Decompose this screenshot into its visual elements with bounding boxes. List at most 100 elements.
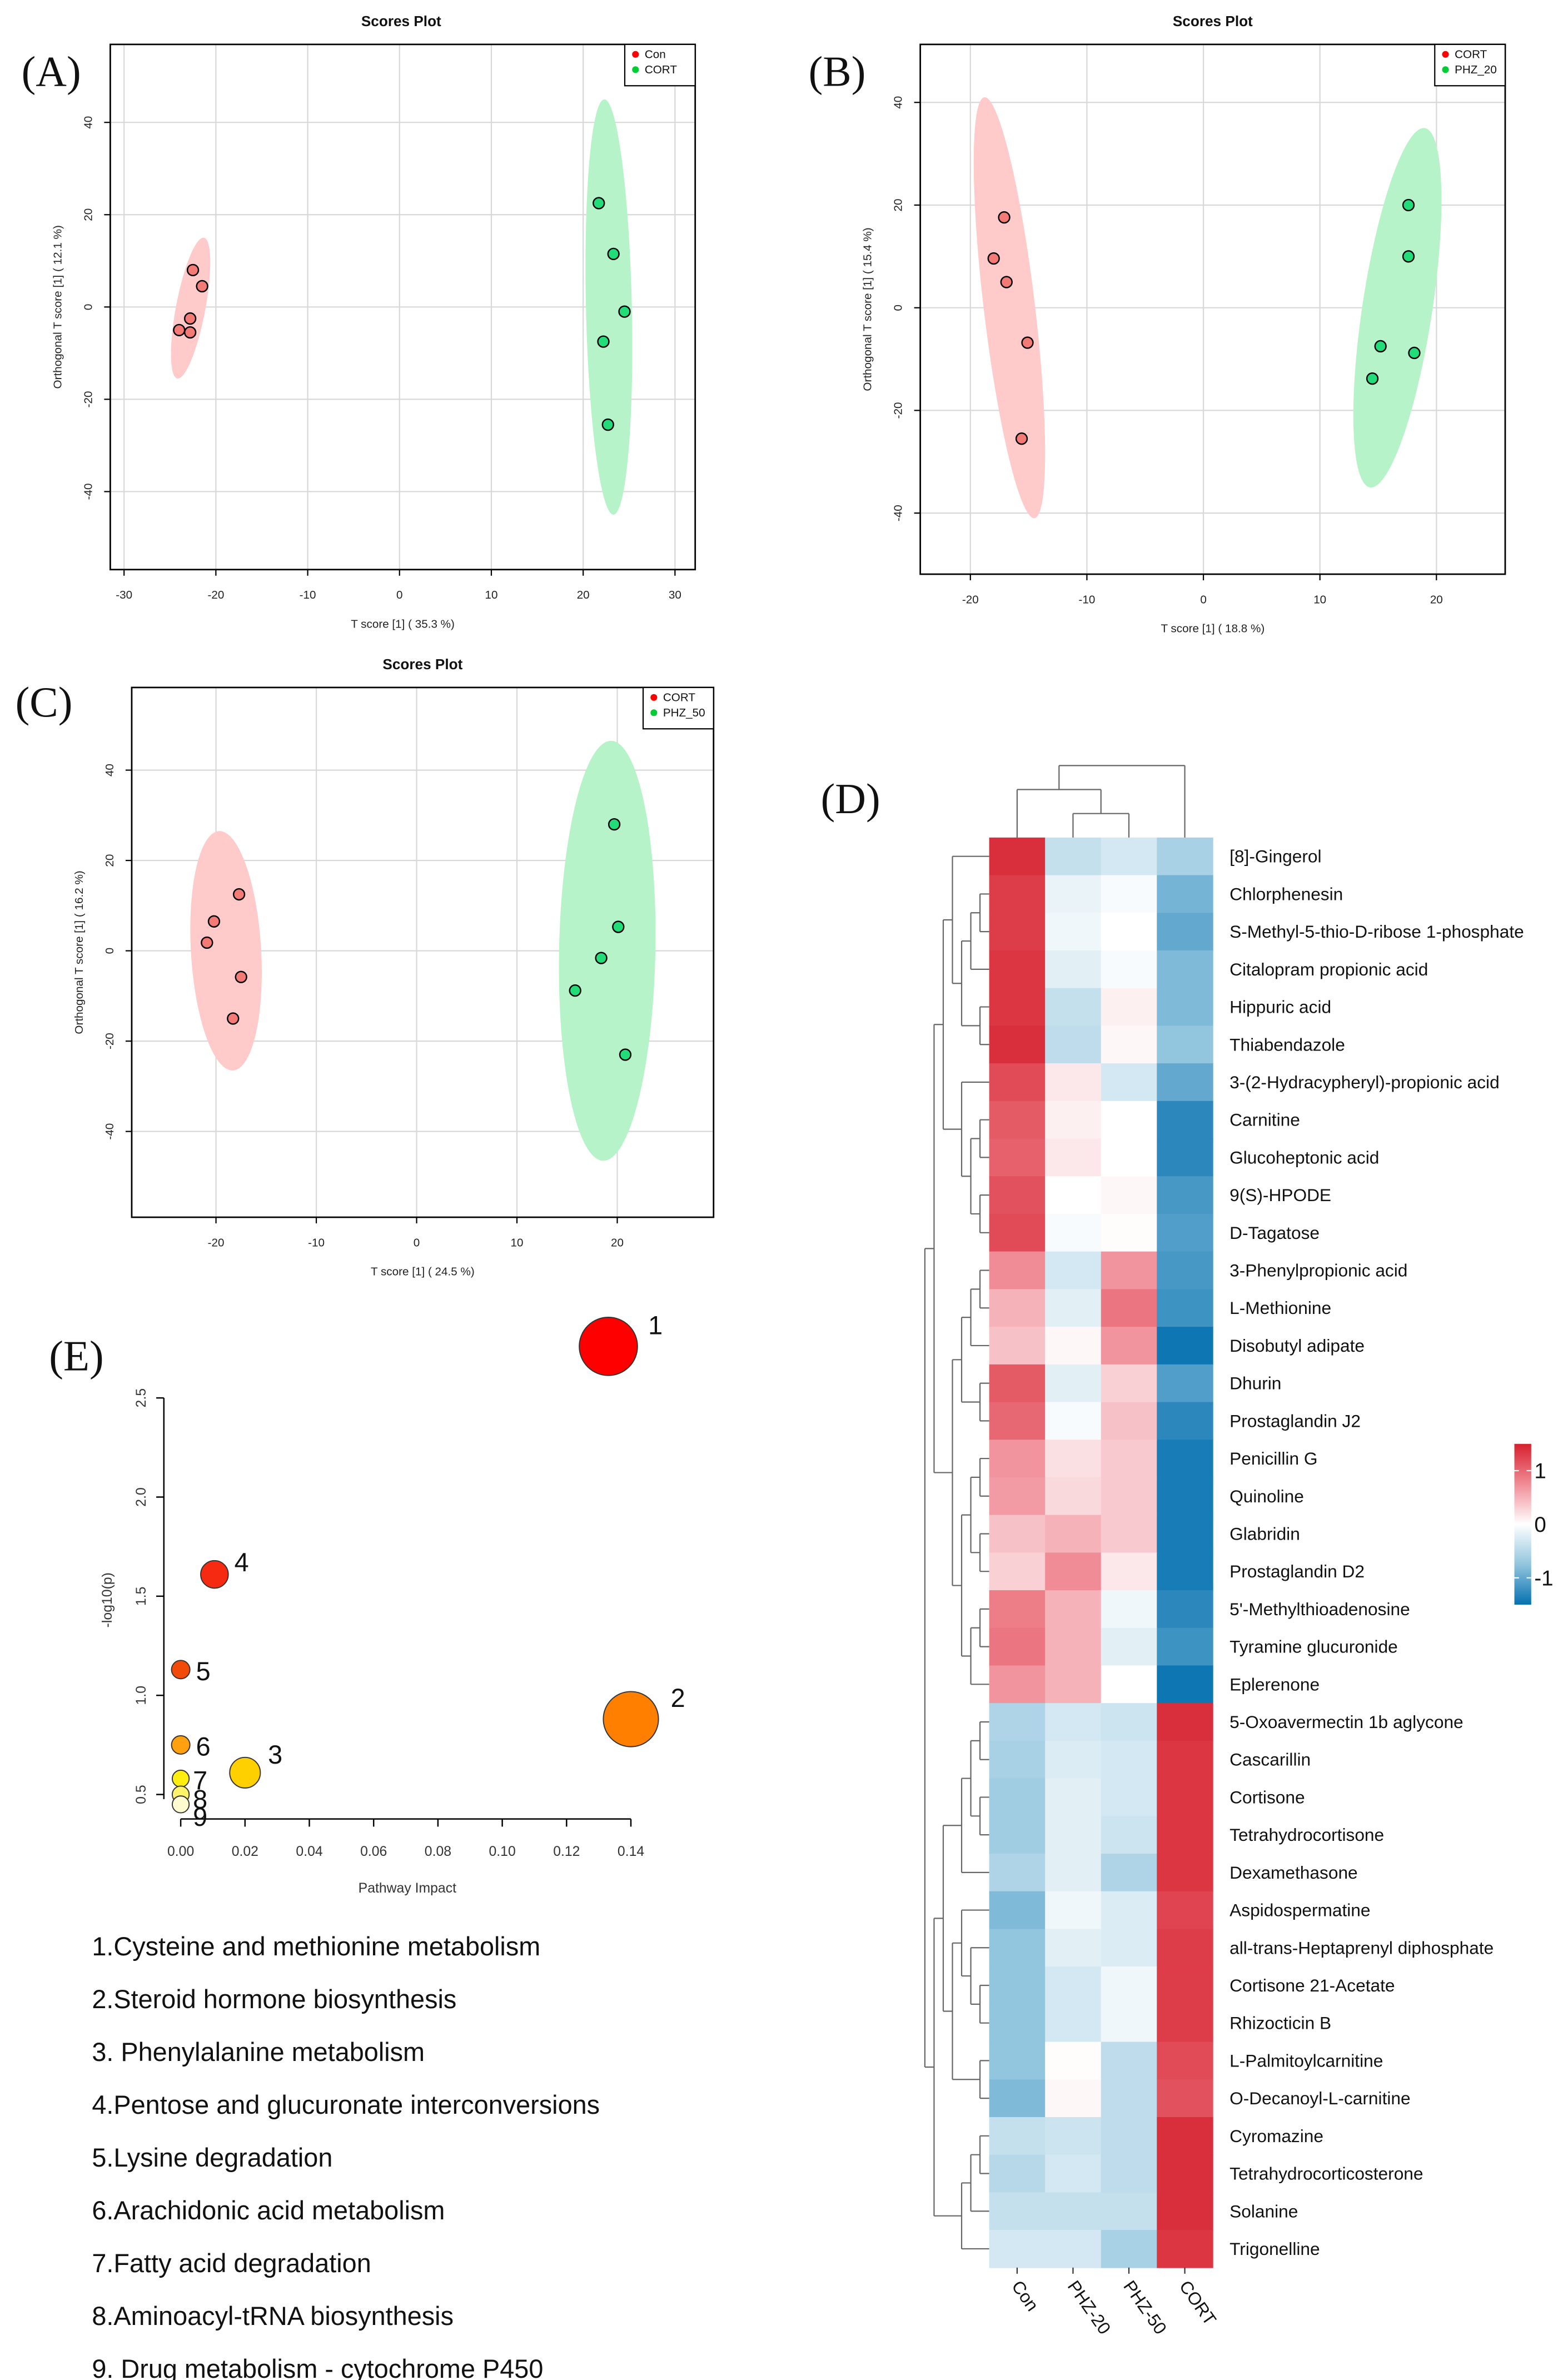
heatmap-cell — [1101, 2042, 1158, 2080]
row-label: 3-Phenylpropionic acid — [1229, 1261, 1407, 1281]
confidence-ellipse-phz_20 — [1353, 128, 1442, 488]
y-tick-label: 20 — [82, 208, 94, 221]
panel-label-c: (C) — [16, 678, 73, 726]
heatmap-cell — [1101, 1213, 1158, 1252]
heatmap-cell — [1101, 1477, 1158, 1516]
data-point-phz_20 — [1408, 346, 1421, 360]
y-tick-label: -20 — [82, 391, 94, 407]
x-axis-label: T score [1] ( 35.3 %) — [351, 618, 455, 630]
row-label: 5-Oxoavermectin 1b aglycone — [1229, 1712, 1464, 1732]
heatmap-cell — [1101, 1101, 1158, 1139]
heatmap-cell — [1045, 988, 1102, 1027]
x-tick-label: 0.04 — [296, 1844, 322, 1859]
heatmap-cell — [989, 1966, 1046, 2005]
x-axis-label: Pathway Impact — [359, 1881, 456, 1896]
confidence-ellipse-cort — [973, 97, 1046, 519]
heatmap-cell — [1101, 1440, 1158, 1478]
heatmap-cell — [1101, 1289, 1158, 1327]
x-tick-label: 0.14 — [618, 1844, 644, 1859]
data-point-con — [186, 263, 200, 277]
pathway-legend-item: 6.Arachidonic acid metabolism — [92, 2196, 445, 2225]
heatmap-cell — [1101, 1740, 1158, 1779]
pathway-impact-plot: 0.5 1.0 1.5 2.0 2.5 0.00 0.02 0.04 0.06 0.08 0.10 0… — [92, 1311, 685, 2380]
heatmap-cell — [1101, 1251, 1158, 1290]
row-label: Eplerenone — [1229, 1674, 1320, 1694]
chart-title: Scores Plot — [382, 656, 462, 673]
heatmap-cell — [1157, 1364, 1213, 1403]
data-point-con — [183, 312, 197, 325]
legend: CORT PHZ_20 — [1434, 43, 1506, 87]
heatmap-cell — [1157, 2192, 1213, 2230]
heatmap-cell — [1101, 1703, 1158, 1741]
bubble-label: 8 — [193, 1785, 207, 1814]
heatmap-cell — [1101, 988, 1158, 1027]
heatmap-cell — [1045, 1816, 1102, 1854]
plot-frame — [109, 43, 696, 571]
bubble-label: 6 — [196, 1732, 211, 1761]
x-tick-label: -30 — [116, 589, 132, 601]
row-label: Tyramine glucuronide — [1229, 1637, 1398, 1657]
heatmap-cell — [1045, 2079, 1102, 2118]
heatmap-cell — [989, 1101, 1046, 1139]
heatmap-cell — [1157, 1552, 1213, 1591]
heatmap-cell — [1101, 2230, 1158, 2268]
data-point-cort — [607, 247, 620, 261]
heatmap-cell — [989, 1251, 1046, 1290]
heatmap-cell — [989, 1289, 1046, 1327]
heatmap-cell — [1157, 1440, 1213, 1478]
heatmap-cell — [1101, 1590, 1158, 1629]
row-label: Glabridin — [1229, 1523, 1300, 1543]
pathway-legend-item: 9. Drug metabolism - cytochrome P450 — [92, 2354, 543, 2380]
heatmap-cell — [1157, 1891, 1213, 1930]
heatmap-cell — [1101, 1402, 1158, 1441]
heatmap-cell — [1157, 1063, 1213, 1102]
heatmap-cell — [989, 2042, 1046, 2080]
x-tick-label: 0.10 — [489, 1844, 516, 1859]
x-tick-label: 30 — [669, 589, 681, 601]
y-tick-label: -40 — [82, 484, 94, 500]
heatmap-cell — [1157, 1515, 1213, 1554]
data-point-cort — [987, 252, 1000, 265]
data-point-cort — [227, 1012, 240, 1025]
data-point-cort — [593, 197, 605, 210]
heatmap-cell — [1045, 2154, 1102, 2193]
pathway-bubble-6 — [171, 1735, 191, 1755]
heatmap-cell — [1157, 1289, 1213, 1327]
heatmap-cell — [1045, 1854, 1102, 1892]
heatmap-cell — [1045, 1213, 1102, 1252]
heatmap-cell — [1101, 1063, 1158, 1102]
legend-label: Con — [645, 48, 666, 61]
pathway-bubble-5 — [171, 1660, 191, 1680]
data-point-cort — [998, 211, 1011, 224]
heatmap-cell — [1045, 1590, 1102, 1629]
heatmap-cell — [1157, 950, 1213, 989]
heatmap-cell — [989, 2004, 1046, 2043]
heatmap-cell — [1101, 1176, 1158, 1214]
heatmap-cell — [989, 1891, 1046, 1930]
heatmap-cell — [1157, 1251, 1213, 1290]
heatmap-cell — [1101, 2192, 1158, 2230]
data-point-phz_50 — [595, 952, 608, 964]
data-point-cort — [235, 970, 247, 983]
x-tick-label: 20 — [577, 589, 590, 601]
heatmap-cell — [1157, 1778, 1213, 1817]
x-tick-label: 0.02 — [232, 1844, 258, 1859]
heatmap: [8]-Gingerol Chlorphenesin S-Methyl-5-thio… — [924, 765, 1554, 2338]
row-label: Aspidospermatine — [1229, 1900, 1370, 1920]
heatmap-cell — [1157, 1665, 1213, 1704]
data-point-phz_20 — [1402, 250, 1415, 263]
heatmap-cell — [1157, 2042, 1213, 2080]
heatmap-cell — [989, 1138, 1046, 1177]
heatmap-cell — [989, 1854, 1046, 1892]
scores-plot-b: Scores Plot -20 -10 0 10 20 40 20 0 -20 -40 CORT PHZ… — [862, 13, 1506, 635]
heatmap-cell — [1157, 1854, 1213, 1892]
heatmap-cell — [1157, 1402, 1213, 1441]
heatmap-cell — [1101, 1627, 1158, 1666]
x-tick-label: -20 — [208, 1236, 225, 1249]
heatmap-cell — [1157, 1627, 1213, 1666]
data-point-cort — [1000, 276, 1013, 288]
heatmap-cell — [989, 837, 1046, 876]
heatmap-cell — [989, 1176, 1046, 1214]
